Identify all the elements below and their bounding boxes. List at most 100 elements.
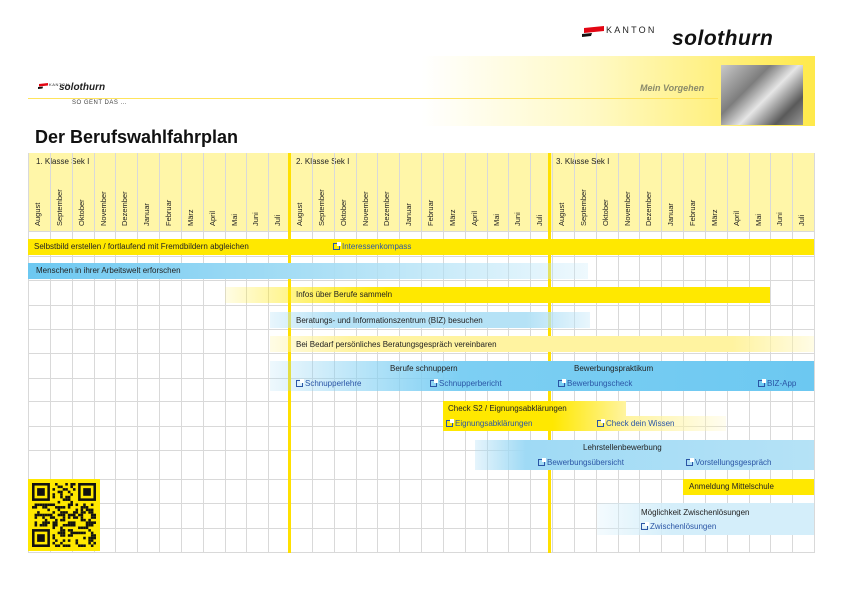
label-zwischen: Möglichkeit Zwischenlösungen bbox=[641, 508, 750, 517]
external-link-icon bbox=[758, 379, 766, 387]
month-label: Mai bbox=[491, 213, 501, 226]
month-label: Juni bbox=[775, 212, 785, 226]
external-link-icon bbox=[597, 419, 605, 427]
grid-row-line bbox=[28, 305, 814, 306]
month-label: September bbox=[316, 189, 326, 226]
label-selbstbild: Selbstbild erstellen / fortlaufend mit F… bbox=[34, 242, 249, 251]
link-schnupperlehre[interactable]: Schnupperlehre bbox=[296, 379, 361, 388]
grid-row-line bbox=[28, 479, 814, 480]
label-check: Check S2 / Eignungsabklärungen bbox=[448, 404, 567, 413]
month-label: Mai bbox=[753, 213, 763, 226]
month-label: September bbox=[54, 189, 64, 226]
month-label: August bbox=[295, 202, 304, 226]
month-label: April bbox=[731, 210, 741, 226]
grid-row-line bbox=[28, 280, 814, 281]
header-photo bbox=[721, 65, 803, 125]
month-label: November bbox=[622, 191, 632, 226]
bar-zwischen bbox=[597, 503, 814, 535]
month-label: Dezember bbox=[382, 191, 392, 226]
section-label: Mein Vorgehen bbox=[640, 83, 705, 93]
bar-check bbox=[443, 401, 626, 431]
grid-row-line bbox=[28, 552, 814, 553]
month-label: März bbox=[447, 209, 457, 226]
month-label: November bbox=[98, 191, 108, 226]
month-label: August bbox=[33, 202, 42, 226]
label-beratung: Bei Bedarf persönliches Beratungsgespräc… bbox=[296, 340, 497, 349]
link-biz-app[interactable]: BIZ-App bbox=[758, 379, 796, 388]
grid-row-line bbox=[28, 231, 814, 232]
label-infos: Infos über Berufe sammeln bbox=[296, 290, 393, 299]
brand-kanton: KANTON bbox=[606, 25, 657, 35]
kanton-flag-logo bbox=[582, 26, 604, 37]
link-check-dein-wissen[interactable]: Check dein Wissen bbox=[597, 419, 674, 428]
grid-column-line bbox=[814, 153, 815, 553]
month-label: Juli bbox=[535, 214, 545, 226]
link-vorstellungsgespraech[interactable]: Vorstellungsgespräch bbox=[686, 458, 772, 467]
external-link-icon bbox=[558, 379, 566, 387]
link-bewerbungscheck[interactable]: Bewerbungscheck bbox=[558, 379, 632, 388]
qr-code-icon bbox=[32, 483, 96, 547]
link-eignungsabklaerungen[interactable]: Eignungsabklärungen bbox=[446, 419, 532, 428]
external-link-icon bbox=[641, 522, 649, 530]
year-label-3: 3. Klasse Sek I bbox=[556, 157, 610, 166]
header-band bbox=[28, 56, 815, 126]
bar-schnuppern-praktikum bbox=[270, 361, 814, 391]
bar-selbstbild bbox=[28, 239, 814, 255]
year-divider bbox=[287, 153, 291, 553]
month-label: Februar bbox=[426, 199, 435, 226]
year-divider bbox=[547, 153, 551, 553]
header-divider bbox=[28, 98, 718, 99]
month-label: Juni bbox=[513, 212, 523, 226]
grid-row-line bbox=[28, 426, 814, 427]
link-schnupperbericht[interactable]: Schnupperbericht bbox=[430, 379, 502, 388]
month-label: Januar bbox=[666, 203, 676, 226]
label-lehrstellen: Lehrstellenbewerbung bbox=[583, 443, 662, 452]
month-label: April bbox=[469, 210, 479, 226]
label-mittelschule: Anmeldung Mittelschule bbox=[689, 482, 774, 491]
month-label: Juli bbox=[273, 214, 283, 226]
year-label-1: 1. Klasse Sek I bbox=[36, 157, 90, 166]
month-label: November bbox=[360, 191, 370, 226]
external-link-icon bbox=[686, 458, 694, 466]
month-label: März bbox=[185, 209, 195, 226]
small-brand-kanton: KANTON bbox=[49, 82, 70, 87]
grid-row-line bbox=[28, 503, 814, 504]
month-label: April bbox=[207, 210, 217, 226]
external-link-icon bbox=[446, 419, 454, 427]
label-praktikum: Bewerbungspraktikum bbox=[574, 364, 654, 373]
brand-slogan: SO GENT DAS ... bbox=[72, 100, 128, 106]
bar-menschen bbox=[28, 263, 588, 279]
bar-infos bbox=[225, 287, 770, 303]
bar-mittelschule bbox=[683, 479, 814, 495]
grid-row-line bbox=[28, 450, 814, 451]
page-title: Der Berufswahlfahrplan bbox=[35, 127, 239, 147]
month-label: Februar bbox=[688, 199, 697, 226]
label-menschen: Menschen in ihrer Arbeitswelt erforschen bbox=[36, 266, 181, 275]
grid-row-line bbox=[28, 256, 814, 257]
small-flag-logo bbox=[38, 83, 48, 89]
external-link-icon bbox=[430, 379, 438, 387]
month-label: Februar bbox=[164, 199, 173, 226]
month-label: Oktober bbox=[600, 199, 610, 226]
grid-row-line bbox=[28, 528, 814, 529]
grid-row-line bbox=[28, 401, 814, 402]
month-label: August bbox=[557, 202, 566, 226]
external-link-icon bbox=[538, 458, 546, 466]
grid-row-line bbox=[28, 329, 814, 330]
qr-code[interactable] bbox=[28, 479, 100, 551]
month-label: Oktober bbox=[338, 199, 348, 226]
bar-beratung bbox=[270, 336, 814, 352]
month-label: Januar bbox=[404, 203, 414, 226]
month-label: September bbox=[578, 189, 588, 226]
link-zwischenloesungen[interactable]: Zwischenlösungen bbox=[641, 522, 716, 531]
link-interessenkompass[interactable]: Interessenkompass bbox=[333, 242, 411, 251]
month-label: Juli bbox=[797, 214, 807, 226]
label-schnuppern: Berufe schnuppern bbox=[390, 364, 458, 373]
external-link-icon bbox=[333, 242, 341, 250]
grid-row-line bbox=[28, 353, 814, 354]
month-label: Juni bbox=[251, 212, 261, 226]
month-label: Oktober bbox=[76, 199, 86, 226]
link-bewerbungsuebersicht[interactable]: Bewerbungsübersicht bbox=[538, 458, 624, 467]
bar-check-tail bbox=[626, 416, 726, 431]
month-label: März bbox=[709, 209, 719, 226]
